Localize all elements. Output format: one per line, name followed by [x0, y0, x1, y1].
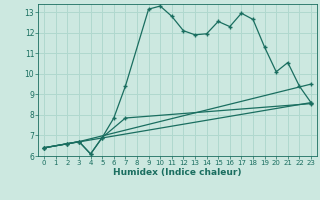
X-axis label: Humidex (Indice chaleur): Humidex (Indice chaleur) [113, 168, 242, 177]
